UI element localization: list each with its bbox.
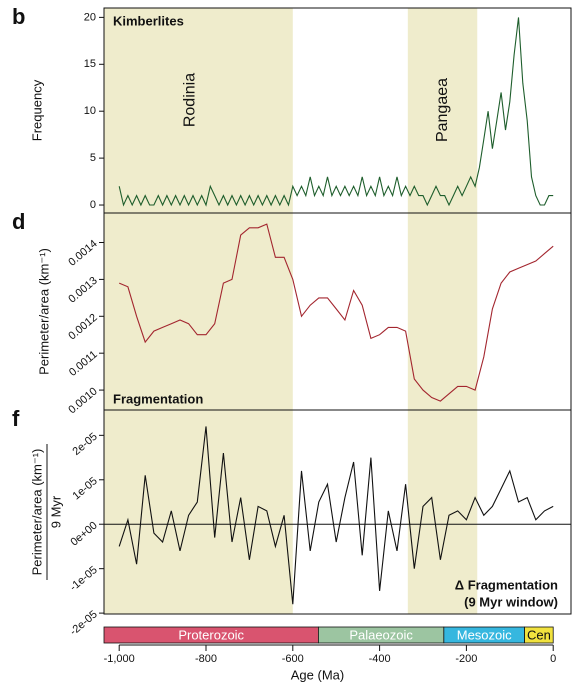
y-tick-label: 2e-05 — [71, 431, 100, 458]
y-axis-label: Frequency — [29, 79, 44, 141]
x-tick-label: -800 — [195, 653, 217, 665]
x-tick-label: -1,000 — [104, 653, 135, 665]
panel-frame — [103, 409, 572, 615]
panel-label: f — [12, 406, 20, 431]
x-tick-label: 0 — [550, 653, 556, 665]
x-tick-label: -200 — [455, 653, 477, 665]
region-label: Rodinia — [182, 73, 199, 127]
y-tick-label: 0.0012 — [66, 312, 99, 343]
era-label: Palaeozoic — [349, 627, 413, 642]
data-line — [118, 17, 554, 207]
era-label: Proterozoic — [178, 627, 244, 642]
y-axis-label: Perimeter/area (km⁻¹) — [29, 449, 44, 576]
y-tick-label: 1e-05 — [71, 475, 100, 502]
y-tick-label: 0.0013 — [66, 275, 99, 306]
x-tick-label: -600 — [282, 653, 304, 665]
shaded-interval — [407, 8, 478, 614]
y-tick-label: 0e+00 — [68, 520, 99, 549]
y-tick-label: -2e-05 — [68, 608, 100, 638]
y-tick-label: 0.0014 — [66, 238, 99, 269]
era-bar — [524, 626, 554, 644]
y-tick-label: 0.0010 — [66, 385, 99, 416]
panel-title: Δ Fragmentation — [455, 577, 558, 592]
y-tick-label: 5 — [90, 152, 96, 164]
y-axis-label: Perimeter/area (km⁻¹) — [36, 248, 51, 375]
panel-title: Fragmentation — [113, 391, 203, 406]
y-tick-label: 15 — [84, 58, 96, 70]
y-tick-label: -1e-05 — [68, 564, 100, 594]
y-tick-label: 20 — [84, 11, 96, 23]
data-line — [118, 223, 554, 402]
y-axis-label: 9 Myr — [48, 495, 63, 528]
era-label: Mesozoic — [457, 627, 512, 642]
panel-title: (9 Myr window) — [464, 594, 558, 609]
panel-title: Kimberlites — [113, 13, 184, 28]
x-axis-label: Age (Ma) — [291, 667, 344, 682]
y-tick-label: 0.0011 — [67, 349, 100, 379]
x-tick-label: -400 — [369, 653, 391, 665]
region-label: Pangaea — [434, 78, 451, 142]
panel-label: b — [12, 4, 25, 29]
era-label: Cen — [527, 627, 551, 642]
panel-label: d — [12, 209, 25, 234]
y-tick-label: 10 — [84, 105, 96, 117]
y-tick-label: 0 — [90, 199, 96, 211]
data-line — [118, 426, 554, 605]
